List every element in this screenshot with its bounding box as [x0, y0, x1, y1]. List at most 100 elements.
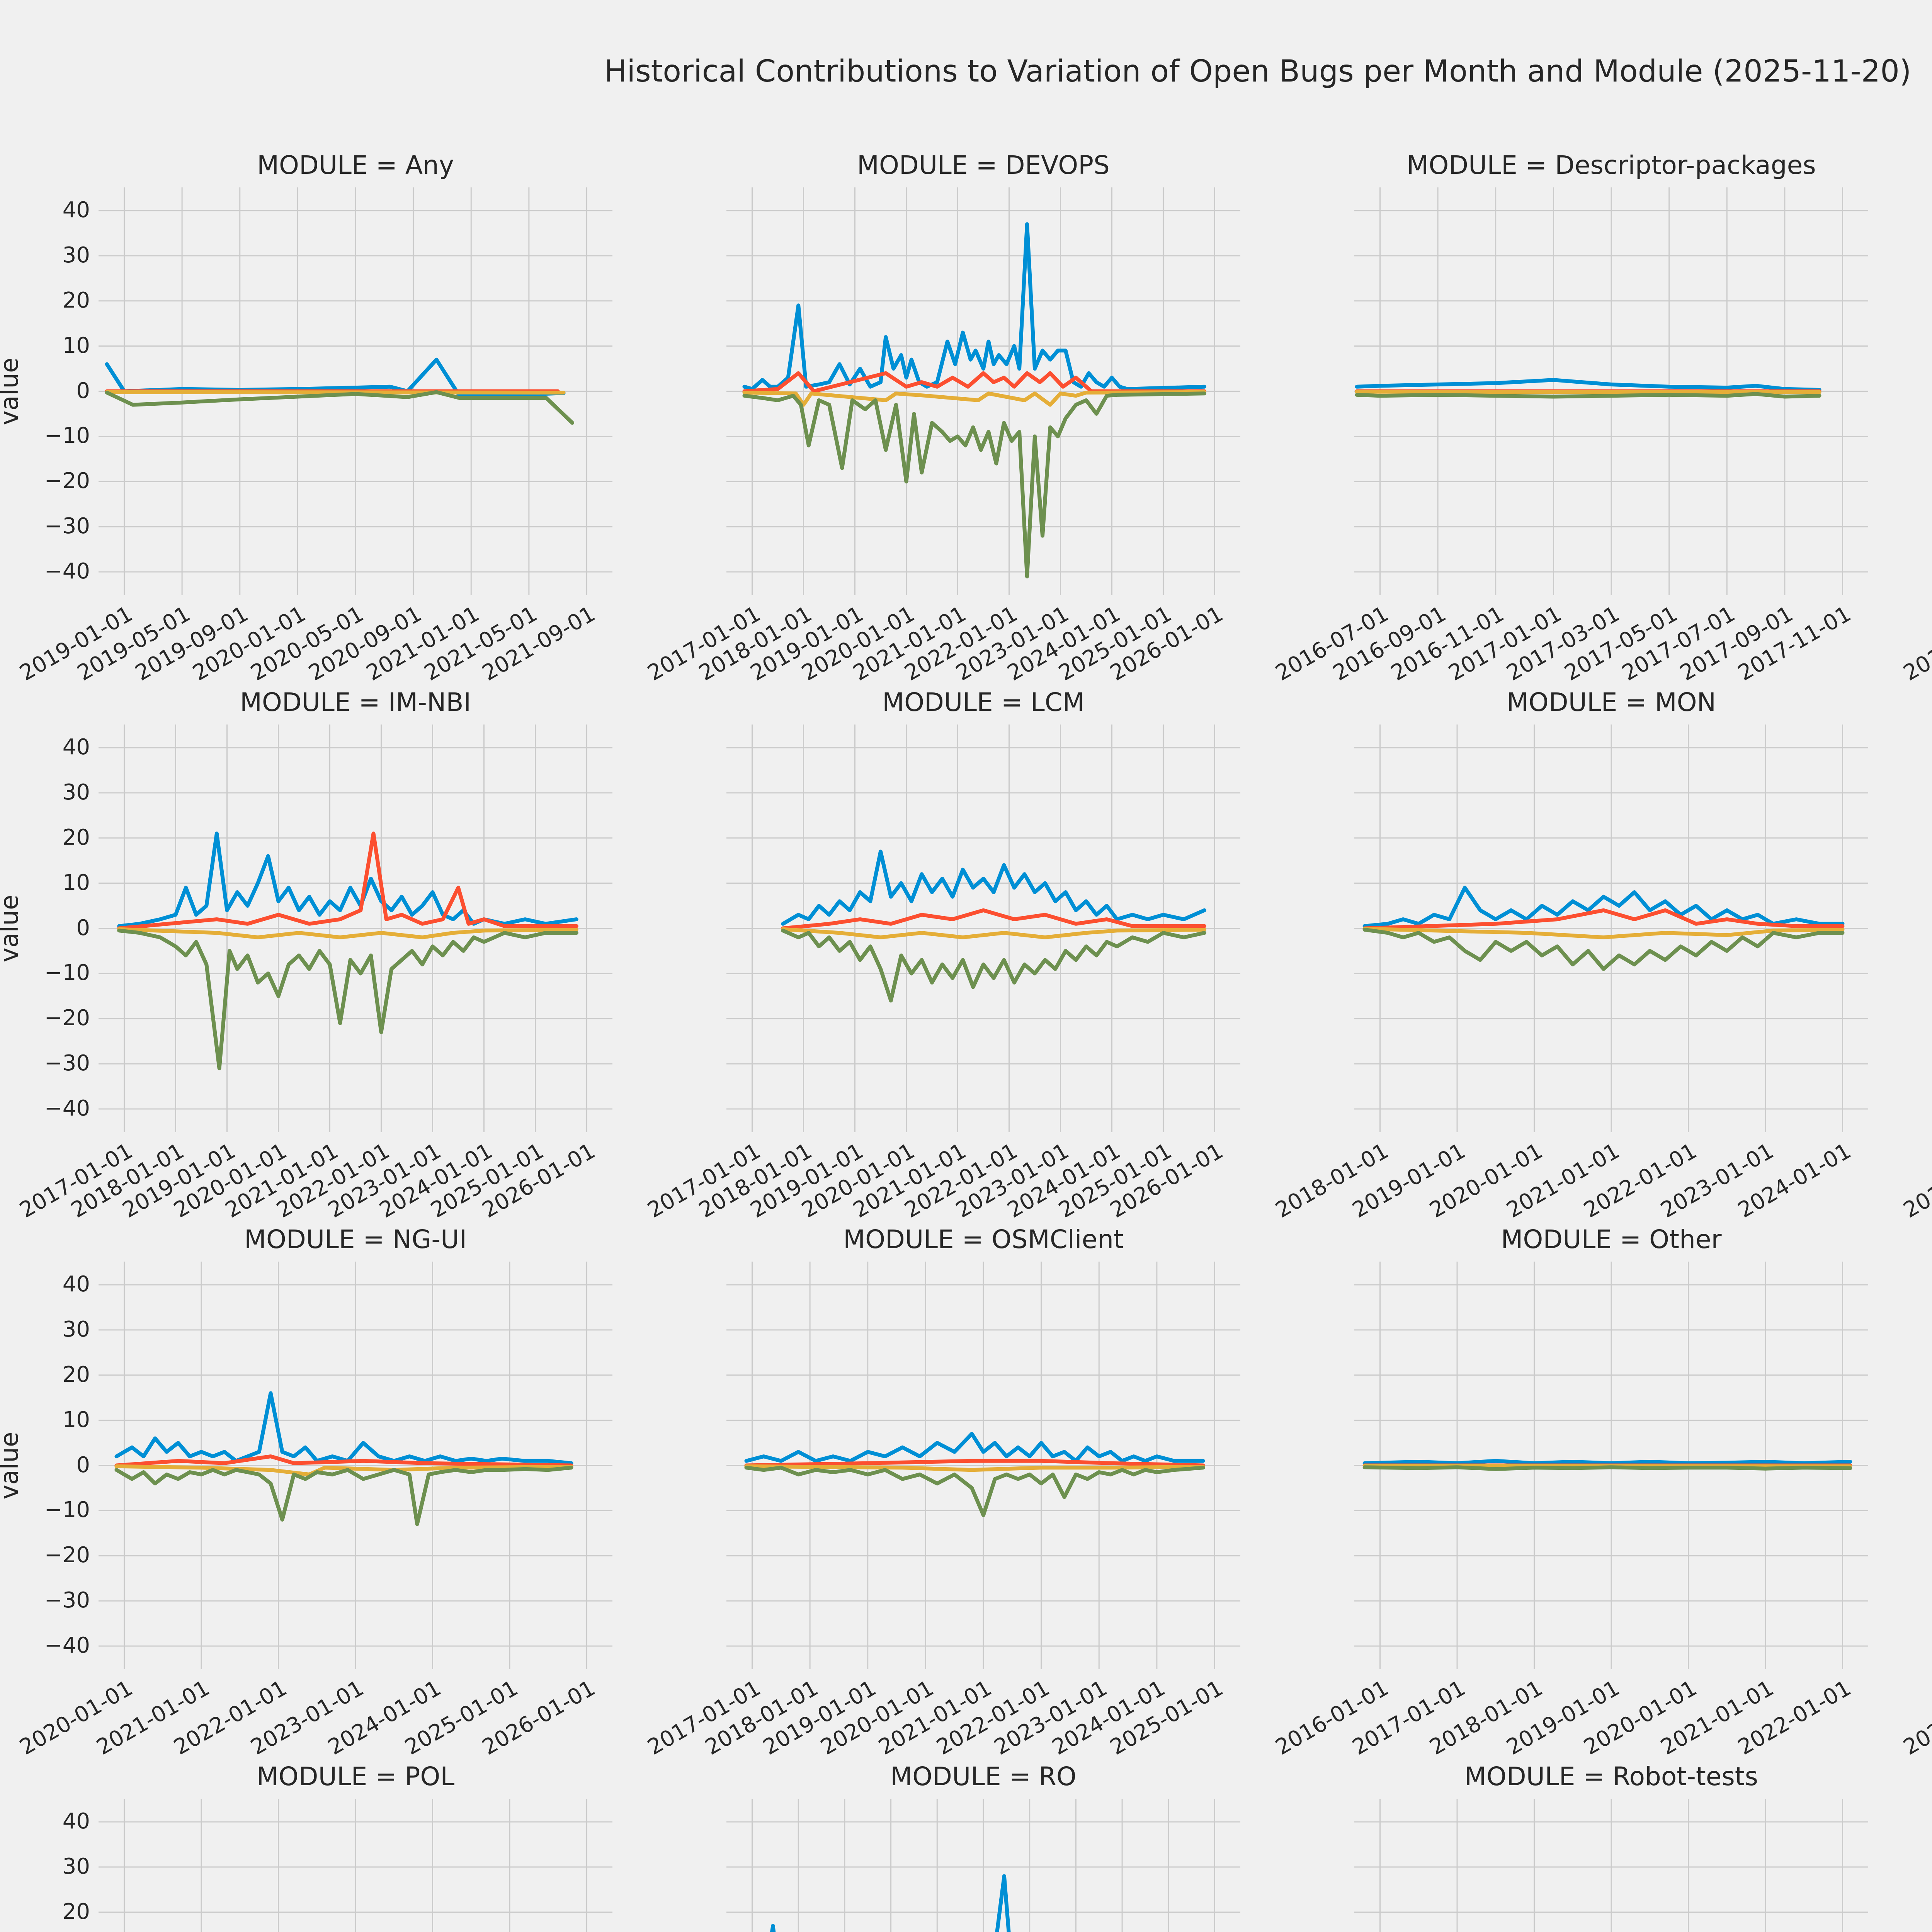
plot-area-MON	[1354, 724, 1868, 1132]
plot-area-RO	[726, 1799, 1240, 1932]
x-tick-label: 2020-07-01	[1899, 1675, 1932, 1760]
subplot-title: MODULE = POL	[256, 1762, 455, 1791]
plot-area-IM-NBI	[99, 724, 612, 1132]
y-tick-label: 10	[62, 1407, 90, 1432]
series-line-opened	[1362, 886, 1845, 928]
y-tick-label: −40	[44, 559, 90, 584]
series-line-closed	[1355, 392, 1821, 399]
y-axis-label: value	[0, 357, 24, 425]
subplot-title: MODULE = MON	[1506, 687, 1716, 717]
y-tick-label: 10	[62, 870, 90, 895]
series-line-opened	[114, 1391, 573, 1465]
y-tick-label: −10	[44, 423, 90, 449]
series-line-opened	[1362, 1459, 1852, 1465]
subplot-title: MODULE = RO	[890, 1762, 1077, 1791]
y-tick-label: 30	[62, 1316, 90, 1342]
y-axis-label: value	[0, 1432, 24, 1499]
y-axis-label: value	[0, 895, 24, 962]
series-line-false_closed	[1362, 927, 1845, 939]
x-tick-label: 2016-01-01	[1899, 1138, 1932, 1223]
subplot-IM-NBI: MODULE = IM-NBI 2017-01-01 2018-01-01 2019…	[0, 687, 612, 1223]
subplot-LCM: MODULE = LCM 2017-01-01 2018-01-01 2019-01…	[643, 687, 1240, 1223]
series-line-opened	[742, 222, 1206, 391]
y-tick-label: −30	[44, 1588, 90, 1613]
figure-title: Historical Contributions to Variation of…	[604, 54, 1912, 89]
subplot-MON: MODULE = MON 2018-01-01 2019-01-01 2020-01…	[1271, 687, 1868, 1223]
series-line-reopened	[117, 832, 578, 930]
y-tick-label: 20	[62, 1362, 90, 1387]
series-line-opened	[117, 832, 578, 928]
y-tick-label: −10	[44, 960, 90, 986]
subplot-OSMClient: MODULE = OSMClient 2017-01-01 2018-01-01 2…	[643, 1225, 1240, 1760]
y-tick-label: 20	[62, 825, 90, 850]
series-line-false_closed	[744, 1464, 1205, 1472]
series-line-closed	[742, 391, 1206, 578]
series-line-opened	[105, 357, 566, 398]
y-tick-label: 30	[62, 779, 90, 805]
subplot-title: MODULE = Any	[257, 150, 454, 180]
plot-area-DEVOPS	[726, 187, 1240, 595]
y-tick-label: −20	[44, 1005, 90, 1031]
series-line-reopened	[781, 908, 1206, 930]
series-line-false_closed	[742, 390, 1206, 407]
series-line-opened	[770, 1874, 1011, 1932]
x-tick-label: 2016-01-01	[1899, 601, 1932, 686]
y-tick-label: 40	[62, 735, 90, 760]
y-tick-label: −40	[44, 1633, 90, 1658]
series-line-opened	[744, 1432, 1205, 1463]
subplot-DEVOPS: MODULE = DEVOPS 2017-01-01 2018-01-01 2019…	[643, 150, 1240, 686]
subplot-Other: MODULE = Other 2016-01-01 2017-01-01 2018-…	[1271, 1225, 1868, 1760]
series-line-opened	[1355, 378, 1821, 392]
plot-area-OSMClient	[726, 1262, 1240, 1669]
subplot-Descriptor-packages: MODULE = Descriptor-packages 2016-07-01 2…	[1271, 150, 1868, 686]
series-line-reopened	[114, 1454, 573, 1468]
plot-area-NG-UI	[99, 1262, 612, 1669]
series-line-false_closed	[117, 927, 578, 939]
y-tick-label: 40	[62, 1809, 90, 1834]
subplot-title: MODULE = NG-UI	[244, 1225, 467, 1254]
plot-area-POL	[99, 1799, 612, 1932]
y-tick-label: 40	[62, 1272, 90, 1297]
y-tick-label: −40	[44, 1096, 90, 1121]
y-tick-label: 20	[62, 1899, 90, 1924]
series-line-closed	[1362, 928, 1845, 971]
y-tick-label: −10	[44, 1497, 90, 1523]
subplot-title: MODULE = DEVOPS	[857, 150, 1110, 180]
subplot-NG-UI: MODULE = NG-UI 2020-01-01 2021-01-01 2022-…	[0, 1225, 612, 1760]
subplot-title: MODULE = IM-NBI	[240, 687, 471, 717]
y-tick-label: 0	[76, 378, 90, 403]
y-tick-label: 40	[62, 197, 90, 223]
series-line-closed	[114, 1466, 573, 1526]
y-tick-label: −30	[44, 1051, 90, 1076]
y-tick-label: 20	[62, 287, 90, 313]
subplot-title: MODULE = Descriptor-packages	[1406, 150, 1816, 180]
y-tick-label: 30	[62, 1854, 90, 1879]
series-line-closed	[744, 1466, 1205, 1517]
subplot-POL: MODULE = POL 2018-01-012019-01-012020-01…	[63, 1762, 612, 1932]
y-tick-label: 10	[62, 333, 90, 358]
series-line-reopened	[1362, 908, 1845, 930]
series-line-opened	[781, 849, 1206, 926]
series-line-closed	[781, 929, 1206, 1003]
series-line-closed	[105, 390, 575, 425]
series-line-reopened	[742, 371, 1206, 393]
subplot-title: MODULE = LCM	[882, 687, 1085, 717]
subplot-title: MODULE = Robot-tests	[1464, 1762, 1759, 1791]
subplot-Robot-tests: MODULE = Robot-tests 2020-01-012021-01-0…	[1354, 1762, 1868, 1932]
series-line-false_closed	[105, 390, 566, 395]
plot-area-Other	[1354, 1262, 1868, 1669]
subplot-RO: MODULE = RO 2016-01-012017-01-012018-01-…	[726, 1762, 1240, 1932]
y-tick-label: −20	[44, 1543, 90, 1568]
series-line-closed	[1362, 1465, 1852, 1471]
y-tick-label: 0	[76, 915, 90, 940]
y-tick-label: −30	[44, 514, 90, 539]
series-line-false_closed	[781, 927, 1206, 939]
series-line-closed	[117, 929, 578, 1070]
y-tick-label: 30	[62, 242, 90, 268]
plot-area-Any	[99, 187, 612, 595]
subplot-title: MODULE = Other	[1501, 1225, 1722, 1254]
plot-area-Descriptor-packages	[1354, 187, 1868, 595]
y-tick-label: 0	[76, 1452, 90, 1478]
subplot-Any: MODULE = Any 2019-01-01 2019-05-01 2019-09…	[0, 150, 612, 686]
series-line-reopened	[744, 1459, 1205, 1468]
